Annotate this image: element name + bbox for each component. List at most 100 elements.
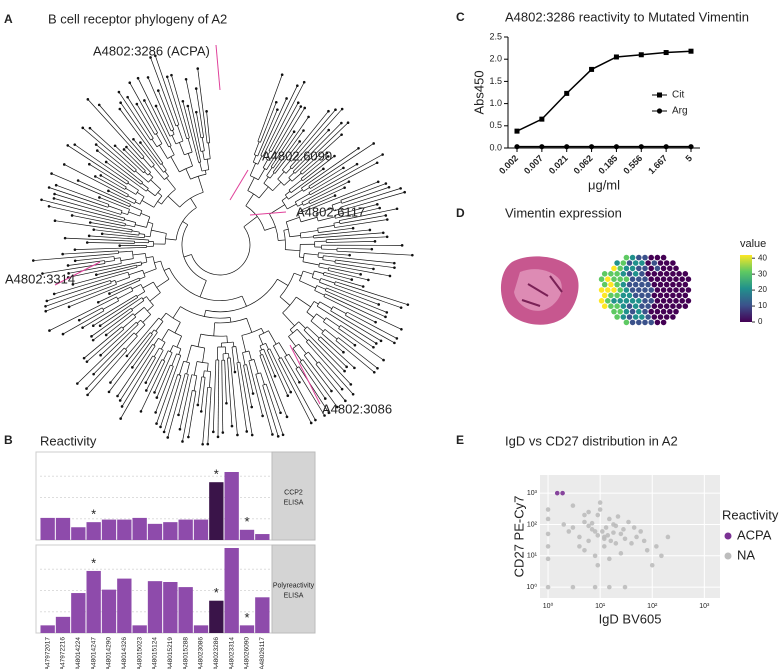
bar [86,570,101,633]
branch [157,359,163,369]
branch [190,198,197,208]
branch [98,291,122,303]
tip [403,190,406,194]
tip [340,133,343,136]
branch [140,213,150,218]
branch [195,151,200,163]
branch [207,400,211,445]
tip [233,370,237,374]
branch [169,366,174,376]
tip [302,80,306,84]
spot [663,260,670,266]
branch [142,281,154,289]
tip [45,299,49,303]
branch [173,121,177,127]
spot [654,276,661,283]
branch [204,377,206,382]
branch [253,359,259,374]
tip [309,421,313,425]
spot [632,292,639,299]
branch [283,228,289,231]
branch [118,192,128,198]
branch [301,129,329,160]
branch [266,98,287,144]
bar [255,534,270,540]
branch [348,330,374,348]
branch [163,350,169,361]
branch [306,372,326,399]
branch [134,307,145,316]
point [589,520,595,526]
point [613,541,619,546]
spot [682,303,689,310]
branch [161,163,167,171]
spot [632,260,639,266]
tip [98,324,102,327]
branch [175,207,197,241]
strip-label: CCP2 [284,489,303,496]
branch [320,336,334,349]
tip [96,300,100,304]
branch [134,145,145,158]
branch [107,216,125,222]
branch [147,305,154,312]
branch [316,285,326,290]
branch [253,141,260,155]
tip [48,329,51,332]
branch [288,189,303,200]
branch [150,57,175,122]
spot [676,303,682,310]
tip [296,101,300,105]
branch [140,372,160,412]
branch [93,303,129,326]
branch [156,163,164,173]
branch [259,109,278,152]
point [545,507,551,512]
branch [267,388,284,435]
branch [289,235,301,238]
tip [375,161,379,165]
branch [207,363,209,372]
branch [297,108,343,160]
spot [645,314,651,320]
spot [670,303,676,310]
tip [221,431,225,434]
spot [639,303,645,310]
branch [240,370,253,436]
branch [227,365,233,427]
branch [145,368,158,391]
branch [297,203,303,207]
tip [250,405,254,409]
branch [291,148,303,162]
branch [249,163,256,176]
tip [342,350,345,354]
branch [135,201,141,205]
marker [589,66,595,72]
bar [147,523,163,540]
branch [114,171,129,183]
branch [105,320,124,336]
spot [673,276,679,283]
branch [350,248,372,250]
branch [133,236,145,239]
tip [393,266,396,269]
tip [125,145,128,149]
tip [50,172,53,175]
branch [236,362,239,373]
tip [385,235,389,239]
point [649,562,655,568]
spot [620,292,627,299]
tip [388,274,392,278]
tip [132,137,135,141]
spot [614,303,620,310]
branch [89,163,119,183]
branch [154,356,171,393]
tip [348,253,351,257]
branch [48,205,117,222]
tip [139,410,143,413]
marker [663,50,669,56]
tip [117,90,121,94]
spot [601,292,608,299]
panel-label: C [456,10,465,24]
branch [351,188,401,204]
